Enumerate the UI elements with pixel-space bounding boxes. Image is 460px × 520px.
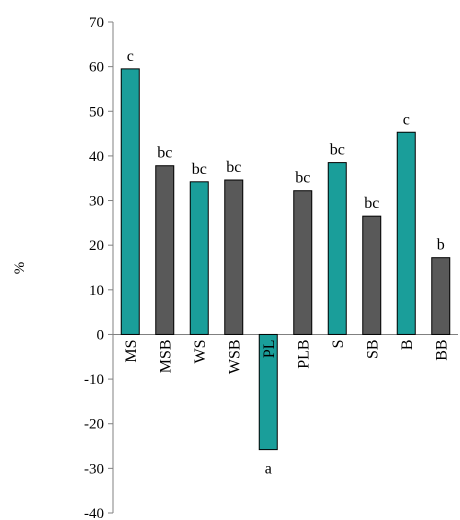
y-tick-label: 30 [89,194,104,210]
y-tick-label: 40 [89,149,104,165]
y-tick-label: 50 [89,104,104,120]
bar-ws [189,181,209,335]
significance-label-ws: bc [192,161,207,178]
significance-labels: c bc bc bc a bc bc bc c b [127,48,445,478]
significance-label-b: c [403,111,410,128]
significance-label-sb: bc [364,195,379,212]
y-tick-label: 60 [89,60,104,76]
significance-label-s: bc [330,142,345,159]
y-tick-label: -20 [84,417,104,433]
significance-label-msb: bc [157,145,172,162]
bar-ms [120,68,140,335]
bar-plb [293,190,313,335]
significance-label-bb: b [437,237,445,254]
significance-label-plb: bc [295,170,310,187]
bar-pl [258,333,278,451]
bars [120,68,451,451]
category-label-plb: PLB [296,339,313,368]
bar-sb [362,215,382,335]
category-label-ws: WS [192,339,209,363]
bar-wsb [224,179,244,335]
bar-s [327,162,347,335]
significance-label-wsb: bc [226,159,241,176]
y-tick-label: 0 [97,327,105,343]
y-ticks: -40 -30 -20 -10 0 10 20 30 40 50 60 70 [84,15,113,520]
bar-msb [155,165,175,335]
category-label-bb: BB [434,339,451,360]
y-axis-label: % [12,262,28,275]
y-tick-label: -30 [84,461,104,477]
y-tick-label: 70 [89,15,104,31]
y-tick-label: 10 [89,283,104,299]
bar-b [396,131,416,335]
category-labels: MS MSB WS WSB PL PLB S SB B BB [123,339,451,374]
category-label-wsb: WSB [227,339,244,374]
category-label-msb: MSB [158,339,175,373]
y-tick-label: -40 [84,506,104,520]
significance-label-ms: c [127,48,134,65]
category-label-b: B [399,339,416,350]
category-label-s: S [330,339,347,348]
category-label-ms: MS [123,339,140,362]
y-tick-label: -10 [84,372,104,388]
y-tick-label: 20 [89,238,104,254]
category-label-sb: SB [365,339,382,359]
category-label-pl: PL [261,339,278,358]
significance-label-pl: a [265,461,272,478]
bar-bb [431,257,451,335]
